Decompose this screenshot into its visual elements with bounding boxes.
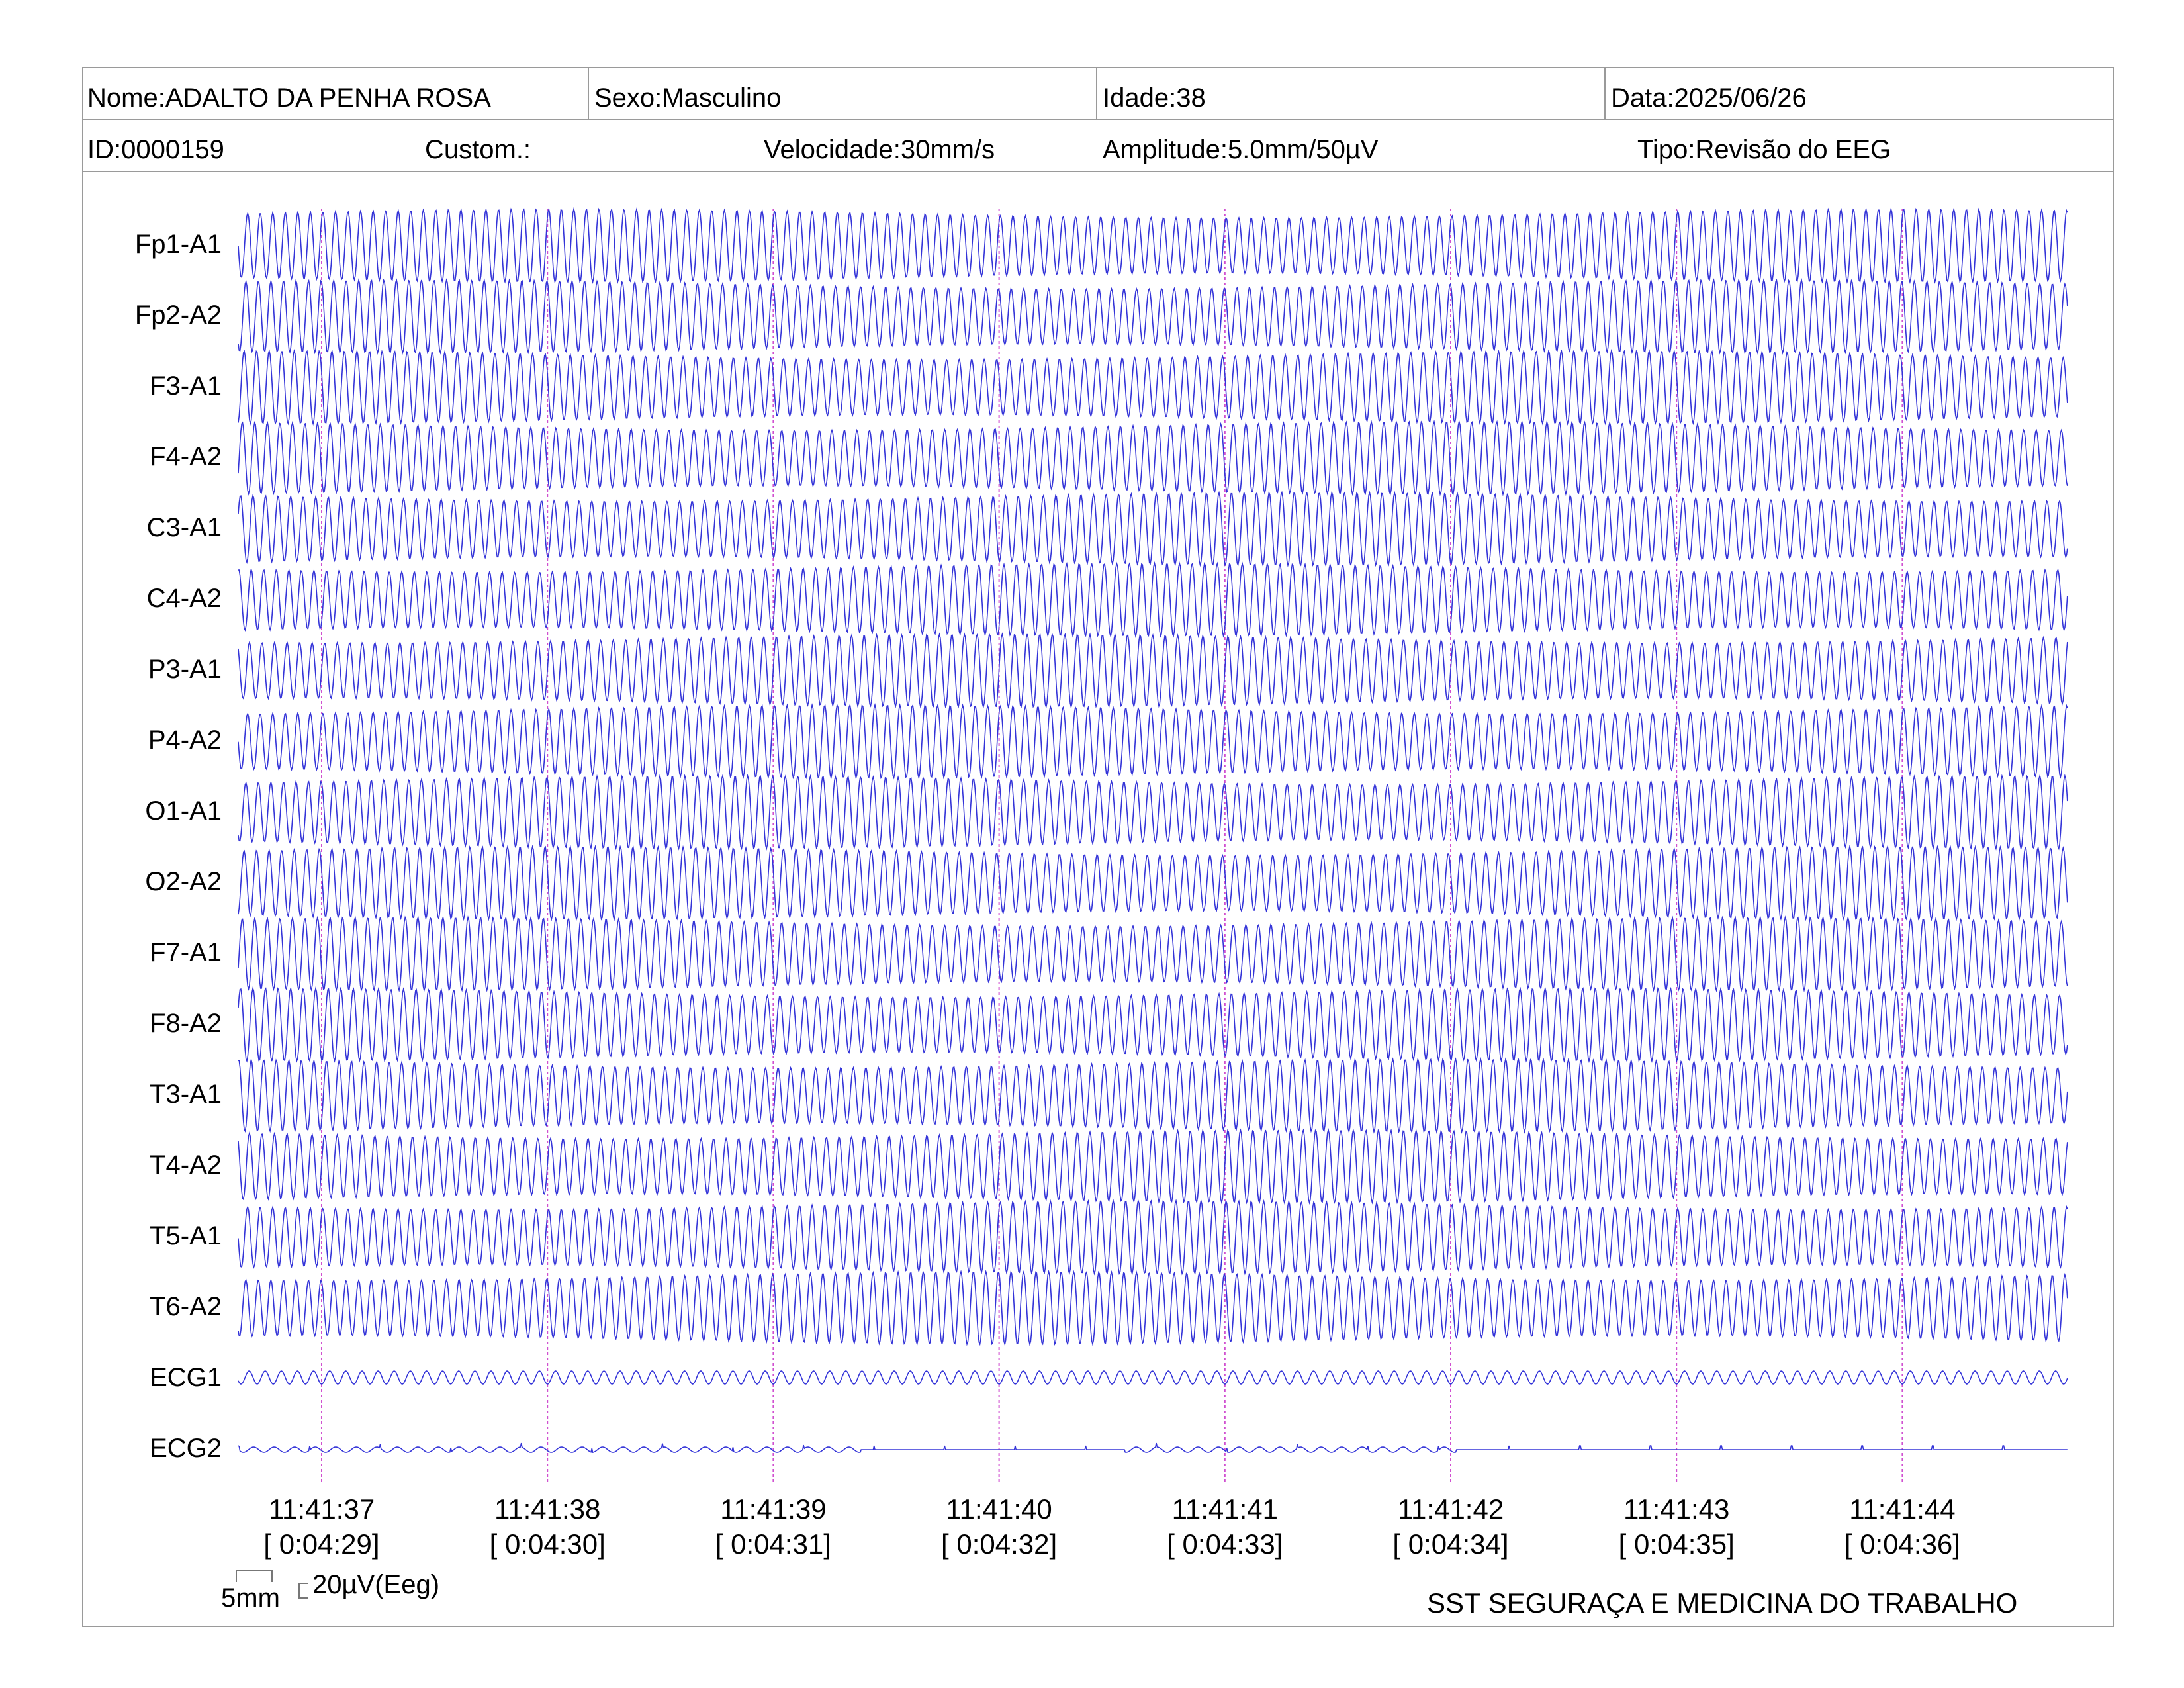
trace-t6-a2: [238, 1269, 2068, 1347]
exam-date: Data:2025/06/26: [1611, 83, 1807, 113]
trace-fp2-a2: [238, 277, 2068, 355]
channel-label: T3-A1: [150, 1080, 222, 1109]
channel-label: ECG1: [150, 1363, 222, 1392]
time-marker-elapsed: [ 0:04:32]: [941, 1528, 1058, 1560]
time-marker-label: 11:41:40 [ 0:04:32]: [913, 1492, 1085, 1562]
channel-label: O2-A2: [145, 867, 222, 896]
channel-label: T5-A1: [150, 1221, 222, 1250]
scale-amplitude-label: 20µV(Eeg): [312, 1570, 440, 1599]
trace-o2-a2: [238, 844, 2068, 922]
time-marker-elapsed: [ 0:04:36]: [1844, 1528, 1960, 1560]
channel-label: F3-A1: [150, 371, 222, 400]
scale-time-label: 5mm: [221, 1583, 280, 1613]
channel-label: ECG2: [150, 1434, 222, 1463]
time-marker-elapsed: [ 0:04:31]: [715, 1528, 831, 1560]
time-marker-clock: 11:41:40: [946, 1493, 1052, 1524]
time-marker-clock: 11:41:38: [494, 1493, 601, 1524]
patient-name: Nome:ADALTO DA PENHA ROSA: [87, 83, 491, 113]
channel-label: F7-A1: [150, 938, 222, 967]
time-marker-label: 11:41:44 [ 0:04:36]: [1816, 1492, 1988, 1562]
time-marker-clock: 11:41:37: [268, 1493, 375, 1524]
time-marker-elapsed: [ 0:04:34]: [1392, 1528, 1509, 1560]
channel-label: C4-A2: [146, 584, 222, 613]
channel-label: Fp2-A2: [134, 301, 222, 330]
header-divider-1: [82, 119, 2114, 120]
time-marker-label: 11:41:42 [ 0:04:34]: [1365, 1492, 1537, 1562]
time-marker-clock: 11:41:42: [1397, 1493, 1504, 1524]
trace-f8-a2: [238, 986, 2068, 1064]
channel-label: T6-A2: [150, 1292, 222, 1321]
trace-t5-a1: [238, 1198, 2068, 1276]
time-marker-clock: 11:41:39: [720, 1493, 827, 1524]
time-marker-elapsed: [ 0:04:30]: [489, 1528, 606, 1560]
time-marker-label: 11:41:38 [ 0:04:30]: [461, 1492, 633, 1562]
sweep-speed: Velocidade:30mm/s: [764, 135, 995, 164]
trace-c3-a1: [238, 491, 2068, 567]
trace-f3-a1: [238, 348, 2068, 426]
channel-label: T4-A2: [150, 1150, 222, 1180]
patient-id: ID:0000159: [87, 135, 224, 164]
trace-f7-a1: [238, 915, 2068, 993]
report-frame: [82, 67, 2114, 1627]
trace-f4-a2: [238, 419, 2068, 497]
amplitude-setting: Amplitude:5.0mm/50µV: [1103, 135, 1379, 164]
time-marker-label: 11:41:37 [ 0:04:29]: [236, 1492, 408, 1562]
trace-c4-a2: [238, 561, 2068, 639]
trace-fp1-a1: [238, 207, 2068, 285]
custom-field: Custom.:: [425, 135, 531, 164]
footer-company: SST SEGURAÇA E MEDICINA DO TRABALHO: [1427, 1587, 2018, 1618]
trace-ecg1: [238, 1370, 2068, 1385]
channel-label: F8-A2: [150, 1009, 222, 1038]
channel-label: P4-A2: [148, 726, 222, 755]
time-marker-elapsed: [ 0:04:29]: [263, 1528, 380, 1560]
trace-t3-a1: [238, 1056, 2068, 1135]
trace-p4-a2: [238, 702, 2068, 780]
time-marker-elapsed: [ 0:04:35]: [1618, 1528, 1735, 1560]
channel-label: P3-A1: [148, 655, 222, 684]
time-marker-elapsed: [ 0:04:33]: [1167, 1528, 1283, 1560]
time-marker-label: 11:41:39 [ 0:04:31]: [687, 1492, 859, 1562]
channel-label: F4-A2: [150, 442, 222, 471]
time-marker-label: 11:41:43 [ 0:04:35]: [1590, 1492, 1762, 1562]
patient-sex: Sexo:Masculino: [594, 83, 782, 113]
header-col-divider-3: [1604, 67, 1606, 120]
header-col-divider-1: [588, 67, 589, 120]
header-divider-2: [82, 171, 2114, 172]
channel-label: Fp1-A1: [134, 230, 222, 259]
patient-age: Idade:38: [1103, 83, 1206, 113]
time-marker-clock: 11:41:41: [1171, 1493, 1278, 1524]
header-col-divider-2: [1096, 67, 1097, 120]
trace-o1-a1: [238, 773, 2068, 851]
trace-t4-a2: [238, 1127, 2068, 1205]
time-marker-clock: 11:41:43: [1623, 1493, 1730, 1524]
time-marker-clock: 11:41:44: [1849, 1493, 1956, 1524]
trace-p3-a1: [238, 632, 2068, 710]
trace-ecg2: [238, 1442, 2068, 1453]
exam-type: Tipo:Revisão do EEG: [1637, 135, 1891, 164]
time-marker-label: 11:41:41 [ 0:04:33]: [1139, 1492, 1311, 1562]
channel-label: C3-A1: [146, 513, 222, 542]
channel-label: O1-A1: [145, 796, 222, 825]
